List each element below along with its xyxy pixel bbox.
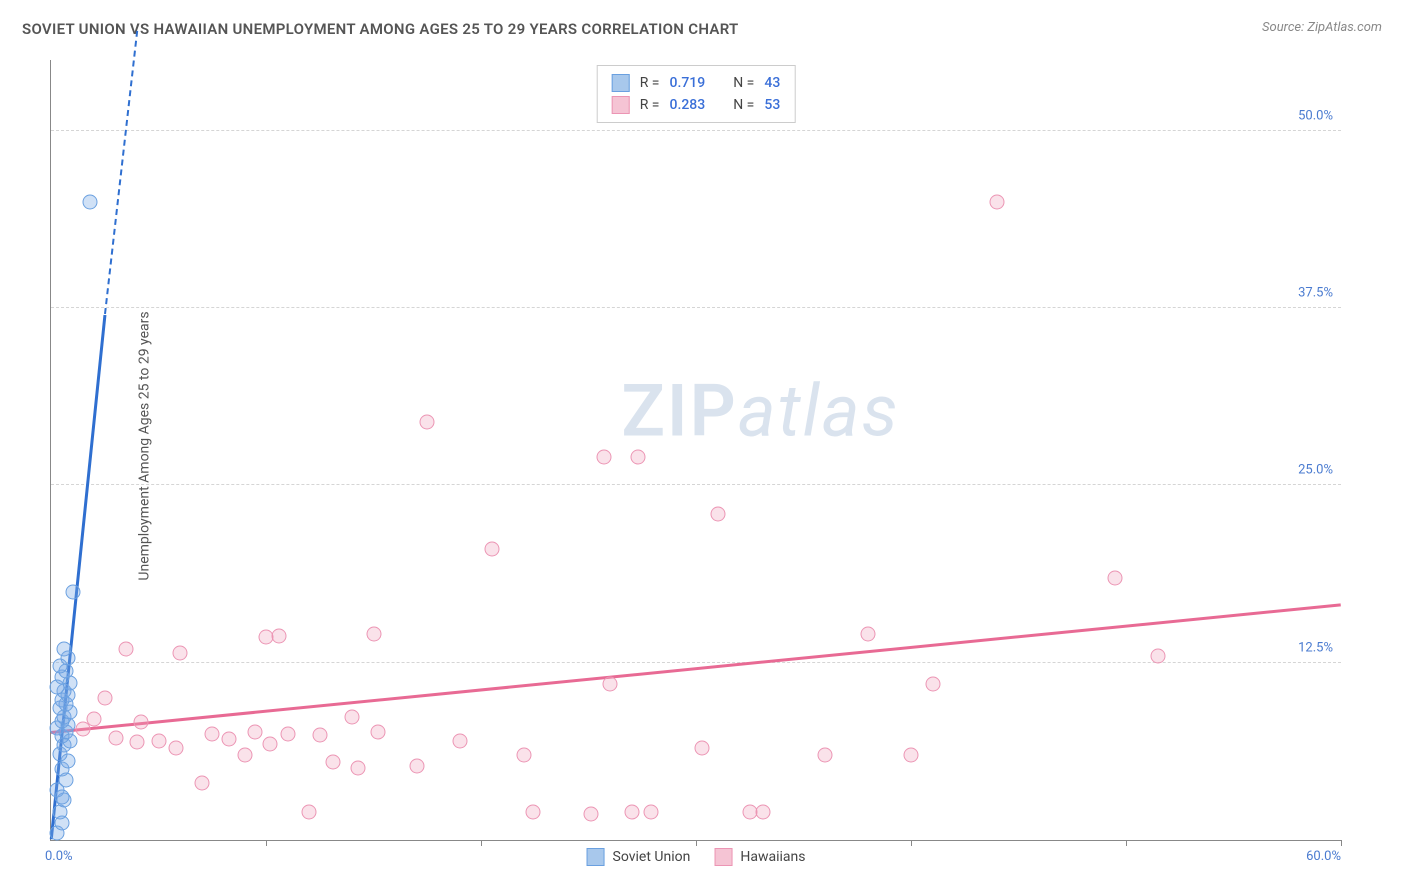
scatter-point (484, 542, 499, 557)
n-value-hawaiians: 53 (764, 97, 780, 113)
scatter-point (237, 747, 252, 762)
scatter-point (151, 733, 166, 748)
r-value-soviet: 0.719 (670, 75, 706, 91)
scatter-point (630, 450, 645, 465)
scatter-point (97, 691, 112, 706)
scatter-point (1151, 648, 1166, 663)
x-max-label: 60.0% (1306, 849, 1341, 864)
scatter-point (130, 735, 145, 750)
watermark-atlas: atlas (738, 369, 900, 454)
x-tick (696, 840, 697, 846)
legend: Soviet Union Hawaiians (587, 848, 806, 866)
scatter-point (54, 790, 69, 805)
legend-swatch-soviet (587, 848, 605, 866)
x-tick (1341, 840, 1342, 846)
chart-container: SOVIET UNION VS HAWAIIAN UNEMPLOYMENT AM… (0, 0, 1406, 892)
scatter-point (134, 715, 149, 730)
scatter-point (370, 725, 385, 740)
scatter-point (108, 730, 123, 745)
y-tick-label: 50.0% (1298, 108, 1333, 123)
gridline (51, 130, 1341, 131)
scatter-point (222, 732, 237, 747)
scatter-point (596, 450, 611, 465)
scatter-point (583, 807, 598, 822)
y-tick-label: 37.5% (1298, 286, 1333, 301)
watermark: ZIPatlas (621, 369, 899, 454)
legend-item-hawaiians: Hawaiians (714, 848, 805, 866)
x-tick (911, 840, 912, 846)
scatter-point (755, 804, 770, 819)
scatter-point (603, 677, 618, 692)
scatter-point (173, 645, 188, 660)
scatter-point (302, 804, 317, 819)
legend-label-soviet: Soviet Union (613, 849, 691, 865)
scatter-point (525, 804, 540, 819)
stats-box: R = 0.719 N = 43 R = 0.283 N = 53 (597, 65, 796, 123)
gridline (51, 484, 1341, 485)
x-tick (481, 840, 482, 846)
stats-row-soviet: R = 0.719 N = 43 (612, 72, 781, 94)
n-value-soviet: 43 (764, 75, 780, 91)
scatter-point (904, 747, 919, 762)
swatch-soviet (612, 74, 630, 92)
scatter-point (271, 628, 286, 643)
gridline (51, 662, 1341, 663)
scatter-point (990, 194, 1005, 209)
n-label-hawaiians: N = (733, 97, 754, 113)
scatter-point (205, 726, 220, 741)
r-value-hawaiians: 0.283 (670, 97, 706, 113)
n-label-soviet: N = (733, 75, 754, 91)
swatch-hawaiians (612, 96, 630, 114)
scatter-point (710, 506, 725, 521)
scatter-point (409, 759, 424, 774)
gridline (51, 307, 1341, 308)
x-tick (1126, 840, 1127, 846)
chart-title: SOVIET UNION VS HAWAIIAN UNEMPLOYMENT AM… (22, 20, 739, 38)
stats-row-hawaiians: R = 0.283 N = 53 (612, 94, 781, 116)
scatter-point (248, 725, 263, 740)
legend-label-hawaiians: Hawaiians (740, 849, 805, 865)
scatter-point (452, 733, 467, 748)
scatter-point (351, 760, 366, 775)
scatter-point (65, 584, 80, 599)
plot-area: ZIPatlas R = 0.719 N = 43 R = 0.283 N = … (50, 60, 1341, 841)
scatter-point (366, 627, 381, 642)
r-label-soviet: R = (640, 75, 660, 91)
scatter-point (56, 641, 71, 656)
scatter-point (695, 740, 710, 755)
scatter-point (643, 804, 658, 819)
scatter-point (818, 747, 833, 762)
scatter-point (624, 804, 639, 819)
x-tick (266, 840, 267, 846)
y-tick-label: 12.5% (1298, 640, 1333, 655)
scatter-point (345, 709, 360, 724)
scatter-point (87, 712, 102, 727)
scatter-point (168, 740, 183, 755)
scatter-point (263, 736, 278, 751)
legend-swatch-hawaiians (714, 848, 732, 866)
legend-item-soviet: Soviet Union (587, 848, 691, 866)
scatter-point (312, 728, 327, 743)
scatter-point (325, 755, 340, 770)
x-min-label: 0.0% (45, 849, 73, 864)
scatter-point (82, 194, 97, 209)
scatter-point (280, 726, 295, 741)
scatter-point (1108, 570, 1123, 585)
source-label: Source: ZipAtlas.com (1262, 20, 1382, 35)
r-label-hawaiians: R = (640, 97, 660, 113)
watermark-zip: ZIP (621, 369, 737, 454)
y-tick-label: 25.0% (1298, 463, 1333, 478)
scatter-point (194, 776, 209, 791)
scatter-point (420, 414, 435, 429)
scatter-point (861, 627, 876, 642)
scatter-point (517, 747, 532, 762)
scatter-point (925, 677, 940, 692)
scatter-point (119, 641, 134, 656)
trend-line (51, 604, 1341, 734)
trend-line (104, 31, 138, 315)
